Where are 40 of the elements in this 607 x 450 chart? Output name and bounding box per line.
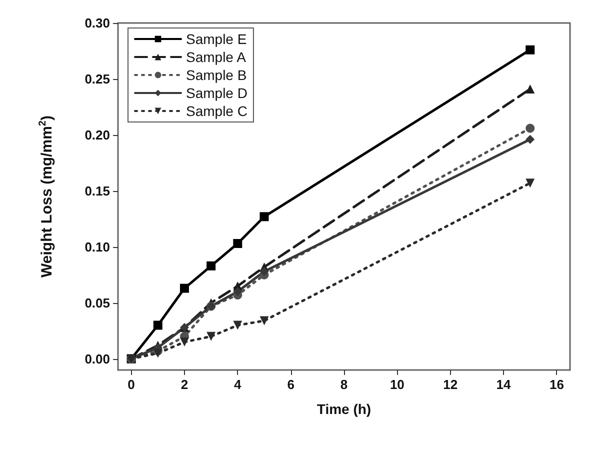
point xyxy=(206,261,216,270)
x-tick-label: 6 xyxy=(287,377,294,392)
y-axis-title: Weight Loss (mg/mm2) xyxy=(38,116,56,278)
x-axis-title: Time (h) xyxy=(316,401,372,417)
y-tick-label: 0.05 xyxy=(84,295,110,310)
point xyxy=(233,239,242,248)
y-tick-label: 0.10 xyxy=(84,239,110,254)
x-tick-label: 16 xyxy=(549,377,564,392)
point xyxy=(526,84,535,94)
point xyxy=(260,266,269,276)
point xyxy=(206,332,216,341)
point xyxy=(526,124,535,133)
point xyxy=(153,320,162,330)
x-tick-label: 0 xyxy=(128,377,135,392)
x-tick-label: 12 xyxy=(443,377,458,392)
legend-label: Sample D xyxy=(186,85,248,101)
x-tick-label: 4 xyxy=(234,377,242,392)
point xyxy=(233,320,242,330)
point xyxy=(153,348,162,358)
point xyxy=(260,316,269,326)
y-tick-label: 0.20 xyxy=(84,127,110,142)
y-tick-label: 0.25 xyxy=(84,71,110,86)
point xyxy=(526,178,535,188)
point xyxy=(233,287,242,296)
legend-label: Sample B xyxy=(186,67,247,83)
x-tick-label: 10 xyxy=(390,377,404,392)
y-tick-label: 0.15 xyxy=(84,183,110,198)
legend-label: Sample E xyxy=(186,31,247,47)
y-tick-label: 0.00 xyxy=(84,351,110,366)
point xyxy=(180,284,189,293)
x-tick-label: 14 xyxy=(496,377,512,392)
y-tick-label: 0.30 xyxy=(84,16,110,30)
legend-label: Sample A xyxy=(186,49,247,65)
point xyxy=(180,338,189,347)
point xyxy=(260,212,269,222)
legend-label: Sample C xyxy=(186,103,248,119)
point xyxy=(526,134,535,144)
x-tick-label: 8 xyxy=(340,377,348,392)
x-tick-label: 2 xyxy=(180,377,188,392)
point xyxy=(526,45,535,54)
